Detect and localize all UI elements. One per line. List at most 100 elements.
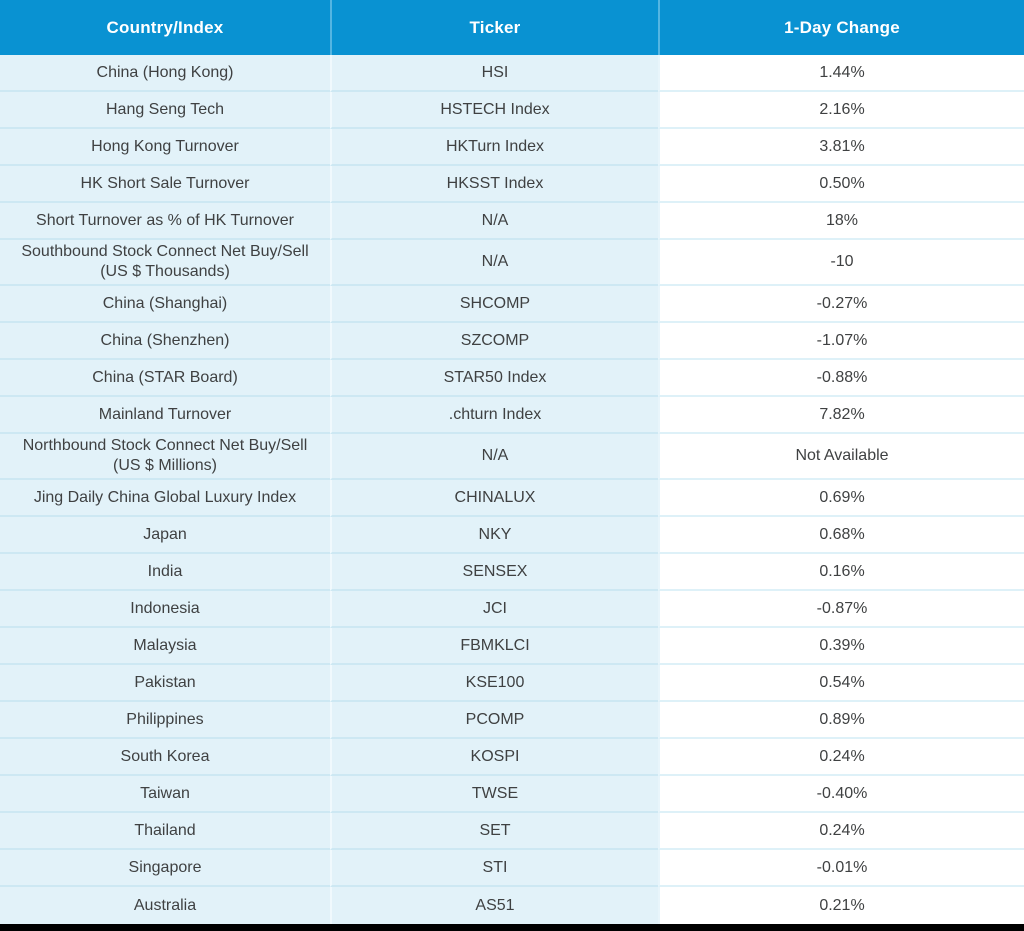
table-row: Singapore STI -0.01% bbox=[0, 850, 1024, 887]
table-row: China (STAR Board) STAR50 Index -0.88% bbox=[0, 360, 1024, 397]
cell-1-day-change: 0.50% bbox=[658, 166, 1024, 203]
cell-country-index: Jing Daily China Global Luxury Index bbox=[0, 480, 330, 517]
cell-country-index: China (Shenzhen) bbox=[0, 323, 330, 360]
cell-1-day-change: 0.24% bbox=[658, 739, 1024, 776]
cell-country-index: Thailand bbox=[0, 813, 330, 850]
cell-1-day-change: -0.01% bbox=[658, 850, 1024, 887]
cell-1-day-change: 1.44% bbox=[658, 55, 1024, 92]
cell-1-day-change: 0.54% bbox=[658, 665, 1024, 702]
cell-country-index: Hang Seng Tech bbox=[0, 92, 330, 129]
table-row: China (Shenzhen) SZCOMP -1.07% bbox=[0, 323, 1024, 360]
cell-ticker: SET bbox=[330, 813, 658, 850]
cell-country-index: Singapore bbox=[0, 850, 330, 887]
cell-ticker: AS51 bbox=[330, 887, 658, 924]
cell-1-day-change: 3.81% bbox=[658, 129, 1024, 166]
table-row: Malaysia FBMKLCI 0.39% bbox=[0, 628, 1024, 665]
cell-1-day-change: 2.16% bbox=[658, 92, 1024, 129]
cell-ticker: JCI bbox=[330, 591, 658, 628]
table-row: Southbound Stock Connect Net Buy/Sell (U… bbox=[0, 240, 1024, 286]
cell-ticker: STI bbox=[330, 850, 658, 887]
cell-ticker: HSTECH Index bbox=[330, 92, 658, 129]
cell-country-index: China (STAR Board) bbox=[0, 360, 330, 397]
cell-ticker: KOSPI bbox=[330, 739, 658, 776]
column-header-country-index: Country/Index bbox=[106, 17, 224, 37]
cell-ticker: N/A bbox=[330, 434, 658, 480]
cell-country-index: Mainland Turnover bbox=[0, 397, 330, 434]
table-row: China (Shanghai) SHCOMP -0.27% bbox=[0, 286, 1024, 323]
column-header-1-day-change: 1-Day Change bbox=[658, 0, 1024, 55]
cell-country-index: Japan bbox=[0, 517, 330, 554]
cell-ticker: N/A bbox=[330, 203, 658, 240]
table-row: South Korea KOSPI 0.24% bbox=[0, 739, 1024, 776]
table-row: Short Turnover as % of HK Turnover N/A 18% bbox=[0, 203, 1024, 240]
cell-country-index: Australia bbox=[0, 887, 330, 924]
table-row: Mainland Turnover .chturn Index 7.82% bbox=[0, 397, 1024, 434]
cell-ticker: NKY bbox=[330, 517, 658, 554]
table-row: India SENSEX 0.16% bbox=[0, 554, 1024, 591]
table-row: Jing Daily China Global Luxury Index CHIN… bbox=[0, 480, 1024, 517]
cell-ticker: HKSST Index bbox=[330, 166, 658, 203]
cell-ticker: .chturn Index bbox=[330, 397, 658, 434]
table-body: China (Hong Kong) HSI 1.44% Hang Seng Tech H… bbox=[0, 55, 1024, 924]
table-row: Pakistan KSE100 0.54% bbox=[0, 665, 1024, 702]
cell-1-day-change: -1.07% bbox=[658, 323, 1024, 360]
cell-1-day-change: 0.24% bbox=[658, 813, 1024, 850]
table-row: Philippines PCOMP 0.89% bbox=[0, 702, 1024, 739]
cell-1-day-change: 0.89% bbox=[658, 702, 1024, 739]
table-row: HK Short Sale Turnover HKSST Index 0.50% bbox=[0, 166, 1024, 203]
cell-country-index: India bbox=[0, 554, 330, 591]
cell-country-index: Hong Kong Turnover bbox=[0, 129, 330, 166]
cell-1-day-change: -10 bbox=[658, 240, 1024, 286]
table-row: Hang Seng Tech HSTECH Index 2.16% bbox=[0, 92, 1024, 129]
cell-ticker: PCOMP bbox=[330, 702, 658, 739]
table-row: Hong Kong Turnover HKTurn Index 3.81% bbox=[0, 129, 1024, 166]
cell-country-index: China (Hong Kong) bbox=[0, 55, 330, 92]
cell-1-day-change: 7.82% bbox=[658, 397, 1024, 434]
cell-1-day-change: 18% bbox=[658, 203, 1024, 240]
cell-1-day-change: 0.69% bbox=[658, 480, 1024, 517]
cell-ticker: HKTurn Index bbox=[330, 129, 658, 166]
cell-country-index: China (Shanghai) bbox=[0, 286, 330, 323]
table-header-row: Country/Index Ticker 1-Day Change bbox=[0, 0, 1024, 55]
cell-1-day-change: 0.21% bbox=[658, 887, 1024, 924]
bottom-border-bar bbox=[0, 924, 1024, 931]
cell-ticker: HSI bbox=[330, 55, 658, 92]
table-row: Indonesia JCI -0.87% bbox=[0, 591, 1024, 628]
cell-ticker: SENSEX bbox=[330, 554, 658, 591]
cell-1-day-change: Not Available bbox=[658, 434, 1024, 480]
cell-1-day-change: -0.88% bbox=[658, 360, 1024, 397]
cell-country-index: Malaysia bbox=[0, 628, 330, 665]
cell-country-index: Taiwan bbox=[0, 776, 330, 813]
table-row: Northbound Stock Connect Net Buy/Sell (U… bbox=[0, 434, 1024, 480]
cell-ticker: N/A bbox=[330, 240, 658, 286]
cell-1-day-change: 0.16% bbox=[658, 554, 1024, 591]
cell-country-index: Pakistan bbox=[0, 665, 330, 702]
cell-country-index: South Korea bbox=[0, 739, 330, 776]
cell-country-index: HK Short Sale Turnover bbox=[0, 166, 330, 203]
table-row: Taiwan TWSE -0.40% bbox=[0, 776, 1024, 813]
cell-ticker: FBMKLCI bbox=[330, 628, 658, 665]
cell-country-index: Northbound Stock Connect Net Buy/Sell (U… bbox=[0, 434, 330, 480]
table-row: Thailand SET 0.24% bbox=[0, 813, 1024, 850]
cell-ticker: KSE100 bbox=[330, 665, 658, 702]
column-header-ticker: Ticker bbox=[330, 0, 658, 55]
cell-country-index: Philippines bbox=[0, 702, 330, 739]
table-row: Japan NKY 0.68% bbox=[0, 517, 1024, 554]
cell-ticker: TWSE bbox=[330, 776, 658, 813]
cell-1-day-change: -0.87% bbox=[658, 591, 1024, 628]
table-row: China (Hong Kong) HSI 1.44% bbox=[0, 55, 1024, 92]
cell-ticker: SZCOMP bbox=[330, 323, 658, 360]
table-row: Australia AS51 0.21% bbox=[0, 887, 1024, 924]
cell-ticker: STAR50 Index bbox=[330, 360, 658, 397]
cell-ticker: CHINALUX bbox=[330, 480, 658, 517]
cell-1-day-change: -0.40% bbox=[658, 776, 1024, 813]
cell-country-index: Southbound Stock Connect Net Buy/Sell (U… bbox=[0, 240, 330, 286]
cell-ticker: SHCOMP bbox=[330, 286, 658, 323]
cell-1-day-change: -0.27% bbox=[658, 286, 1024, 323]
cell-country-index: Short Turnover as % of HK Turnover bbox=[0, 203, 330, 240]
cell-1-day-change: 0.68% bbox=[658, 517, 1024, 554]
cell-1-day-change: 0.39% bbox=[658, 628, 1024, 665]
cell-country-index: Indonesia bbox=[0, 591, 330, 628]
